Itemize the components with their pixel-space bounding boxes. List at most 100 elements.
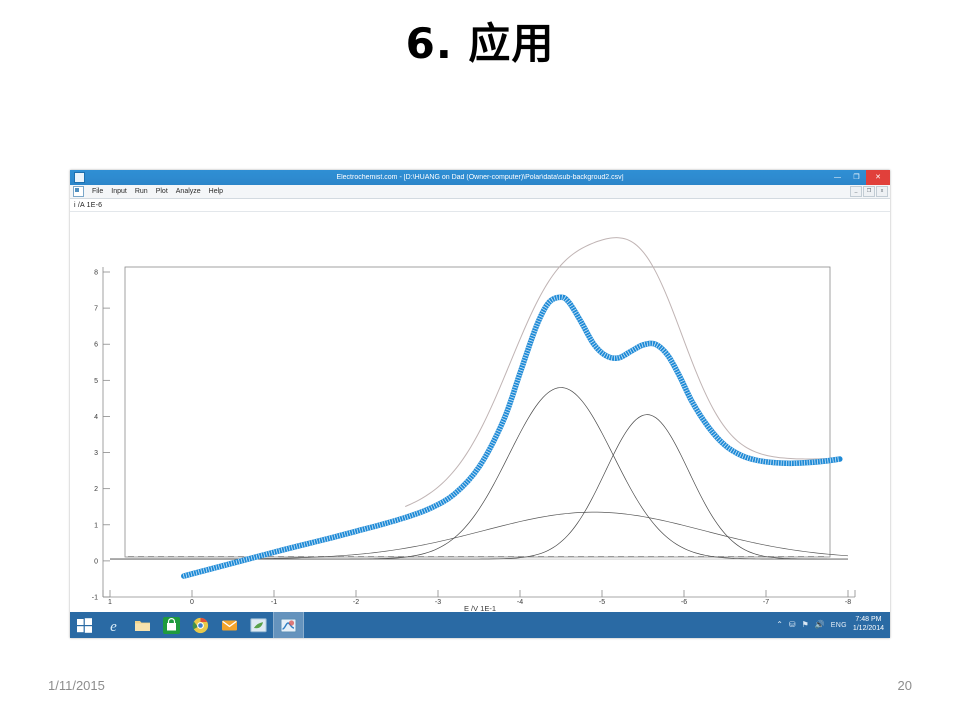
data-point-marker bbox=[546, 301, 551, 306]
data-point-marker bbox=[205, 567, 208, 573]
internet-explorer-icon: e bbox=[105, 617, 122, 635]
windows-store[interactable] bbox=[157, 612, 186, 638]
data-point-marker bbox=[541, 307, 547, 312]
file-explorer[interactable] bbox=[128, 612, 157, 638]
action-center-icon[interactable]: ⚑ bbox=[801, 620, 809, 629]
data-point-marker bbox=[513, 383, 519, 387]
data-point-marker bbox=[641, 342, 644, 348]
data-point-marker bbox=[638, 343, 642, 349]
data-point-marker bbox=[420, 509, 424, 515]
mdi-caption-buttons[interactable]: _ ❐ x bbox=[850, 186, 888, 197]
network-icon[interactable]: ⛁ bbox=[788, 620, 796, 629]
window-caption-buttons[interactable]: — ❐ ✕ bbox=[828, 170, 890, 185]
data-point-marker bbox=[569, 304, 574, 308]
menu-item-analyze[interactable]: Analyze bbox=[175, 188, 201, 195]
data-point-marker bbox=[646, 341, 649, 347]
data-point-marker bbox=[729, 447, 734, 453]
windows-taskbar[interactable]: e ⌃ ⛁ ⚑ 🔊 ENG 7:48 PM 1/12/2014 bbox=[70, 612, 890, 638]
data-point-marker bbox=[734, 450, 738, 456]
restore-button[interactable]: ❐ bbox=[847, 170, 866, 185]
store-bag-icon bbox=[163, 616, 180, 634]
x-axis-ticks bbox=[109, 590, 849, 597]
data-point-marker bbox=[356, 528, 359, 534]
data-point-marker bbox=[461, 483, 466, 488]
measured-data-curve[interactable] bbox=[181, 294, 843, 579]
data-point-marker bbox=[343, 531, 346, 537]
data-point-marker bbox=[573, 310, 578, 315]
menu-item-input[interactable]: Input bbox=[111, 188, 127, 195]
data-point-marker bbox=[351, 529, 354, 535]
data-point-marker bbox=[819, 459, 821, 465]
data-point-marker bbox=[326, 536, 329, 542]
data-point-marker bbox=[529, 337, 535, 340]
y-tick-label: 2 bbox=[94, 486, 98, 493]
data-point-marker bbox=[518, 369, 524, 372]
data-point-marker bbox=[827, 458, 829, 464]
data-point-marker bbox=[200, 568, 203, 574]
y-tick-label: 8 bbox=[94, 270, 98, 277]
data-point-marker bbox=[526, 344, 532, 347]
voltammogram-plot[interactable]: 8 7 6 5 4 3 2 1 0 -1 1 0 -1 -2 -3 -4 -5 -6 -7 -8 bbox=[70, 212, 890, 614]
folder-icon bbox=[134, 617, 151, 634]
data-point-marker bbox=[185, 572, 188, 578]
mdi-minimize-button[interactable]: _ bbox=[850, 186, 862, 197]
electrochemist-icon bbox=[280, 617, 297, 634]
menu-item-run[interactable]: Run bbox=[134, 188, 148, 195]
minimize-button[interactable]: — bbox=[828, 170, 847, 185]
show-hidden-icons-icon[interactable]: ⌃ bbox=[776, 620, 783, 629]
menu-item-help[interactable]: Help bbox=[208, 188, 224, 195]
data-point-marker bbox=[837, 456, 839, 462]
data-point-marker bbox=[215, 564, 218, 570]
data-point-marker bbox=[504, 410, 510, 414]
fitted-peak-2-curve bbox=[110, 414, 848, 560]
language-indicator[interactable]: ENG bbox=[830, 621, 847, 629]
data-point-marker bbox=[280, 547, 283, 553]
internet-explorer[interactable]: e bbox=[99, 612, 128, 638]
data-point-marker bbox=[687, 396, 693, 400]
window-titlebar[interactable]: Electrochemist.com - [D:\HUANG on Dad (O… bbox=[70, 170, 890, 185]
data-point-marker bbox=[764, 459, 767, 465]
mdi-close-button[interactable]: x bbox=[876, 186, 888, 197]
svg-text:e: e bbox=[110, 619, 117, 634]
data-point-marker bbox=[481, 457, 487, 461]
data-point-marker bbox=[736, 451, 740, 457]
data-point-marker bbox=[388, 519, 392, 525]
data-point-marker bbox=[474, 468, 480, 472]
plot-client-area[interactable]: 8 7 6 5 4 3 2 1 0 -1 1 0 -1 -2 -3 -4 -5 -6 -7 -8 bbox=[70, 212, 890, 614]
data-point-marker bbox=[676, 372, 682, 376]
close-button[interactable]: ✕ bbox=[866, 170, 890, 185]
mail-client[interactable] bbox=[215, 612, 244, 638]
data-point-marker bbox=[348, 530, 351, 536]
data-point-marker bbox=[589, 340, 595, 344]
data-point-marker bbox=[448, 495, 452, 500]
clock[interactable]: 7:48 PM 1/12/2014 bbox=[853, 616, 884, 634]
electrochemist-app[interactable] bbox=[273, 612, 304, 638]
data-point-marker bbox=[487, 445, 493, 449]
mdi-restore-button[interactable]: ❐ bbox=[863, 186, 875, 197]
data-point-marker bbox=[477, 463, 483, 468]
data-point-marker bbox=[633, 346, 638, 352]
start-button[interactable] bbox=[70, 612, 99, 638]
menu-item-plot[interactable]: Plot bbox=[155, 188, 168, 195]
data-point-marker bbox=[248, 556, 251, 562]
data-point-marker bbox=[682, 386, 688, 390]
menubar[interactable]: File Input Run Plot Analyze Help _ ❐ x bbox=[70, 185, 890, 199]
leaf-window-icon bbox=[250, 617, 267, 634]
data-point-marker bbox=[704, 422, 709, 426]
plot-unit-bar: i /A 1E-6 bbox=[70, 199, 890, 212]
google-chrome[interactable] bbox=[186, 612, 215, 638]
data-point-marker bbox=[693, 407, 699, 411]
media-app[interactable] bbox=[244, 612, 273, 638]
data-point-marker bbox=[624, 351, 629, 357]
data-point-marker bbox=[450, 493, 454, 499]
volume-icon[interactable]: 🔊 bbox=[814, 620, 825, 629]
data-point-marker bbox=[270, 550, 273, 556]
y-tick-label: 5 bbox=[94, 378, 98, 385]
system-tray[interactable]: ⌃ ⛁ ⚑ 🔊 ENG 7:48 PM 1/12/2014 bbox=[776, 612, 890, 638]
data-point-marker bbox=[680, 382, 686, 385]
data-point-marker bbox=[749, 456, 752, 462]
taskbar-icon-list[interactable]: e bbox=[70, 612, 304, 638]
menu-item-file[interactable]: File bbox=[92, 188, 104, 195]
x-axis-tick-labels: 1 0 -1 -2 -3 -4 -5 -6 -7 -8 bbox=[108, 599, 851, 606]
data-point-marker bbox=[661, 348, 666, 353]
